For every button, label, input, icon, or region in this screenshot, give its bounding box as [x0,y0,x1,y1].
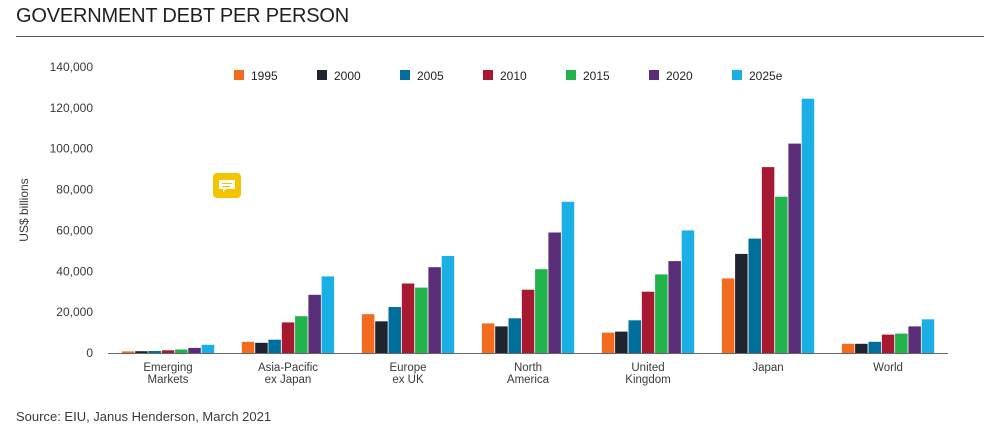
bar-2010 [281,322,295,353]
bar-2005 [148,351,161,353]
y-tick-label: 40,000 [56,264,93,278]
y-tick-label: 120,000 [50,101,94,115]
y-tick-label: 0 [86,346,93,360]
y-axis: 0 20,000 40,000 60,000 80,000 100,000 120,000 1… [50,60,94,360]
bar-2010 [641,291,655,353]
bar-2015 [415,287,428,353]
title-divider [16,36,984,37]
legend: 1995 2000 2005 2010 2015 2020 2025e [234,69,783,83]
bar-2020 [788,143,801,353]
legend-swatch-2000 [317,70,327,80]
bar-2020 [548,232,561,353]
x-category-label: ex Japan [265,374,312,386]
y-tick-label: 140,000 [50,60,94,74]
bar-1995 [601,332,615,353]
page-title: GOVERNMENT DEBT PER PERSON [16,5,350,27]
x-category-label: America [507,374,550,386]
legend-label: 2015 [583,69,610,83]
y-tick-label: 60,000 [56,223,93,237]
x-category-label: United [631,362,664,374]
bar-2020 [188,347,201,353]
bar-2000 [375,321,388,353]
bar-2015 [895,333,908,353]
bar-2010 [881,334,895,353]
legend-label: 2005 [417,69,444,83]
bar-2025e [921,319,935,353]
y-tick-label: 80,000 [56,183,93,197]
legend-swatch-2025e [732,70,742,80]
bar-2005 [748,238,761,353]
legend-label: 2025e [749,69,783,83]
bar-2020 [668,261,681,353]
legend-swatch-2010 [483,70,493,80]
bar-2020 [908,326,921,353]
bar-2015 [655,274,668,353]
bar-2025e [441,256,455,353]
bar-2020 [428,267,441,353]
bar-1995 [361,314,375,353]
legend-label: 1995 [251,69,278,83]
source-note: Source: EIU, Janus Henderson, March 2021 [16,409,272,424]
bar-2025e [801,98,815,353]
bar-2005 [388,307,401,353]
bars [121,98,935,353]
x-category-label: World [873,362,903,374]
bar-2025e [201,344,215,353]
bar-2010 [161,350,175,353]
x-category-label: Markets [148,374,189,386]
legend-label: 2020 [666,69,693,83]
bar-1995 [721,278,735,353]
bar-2000 [495,326,508,353]
bar-2010 [761,167,775,353]
bar-2005 [868,341,881,353]
bar-2005 [628,320,641,353]
y-axis-label: US$ billions [17,178,31,241]
y-tick-label: 100,000 [50,142,94,156]
bar-2025e [321,276,335,353]
y-tick-label: 20,000 [56,305,93,319]
bar-2005 [508,318,521,353]
bar-2015 [295,316,308,353]
bar-2025e [561,201,575,353]
bar-2025e [681,230,695,353]
bar-2000 [855,343,868,353]
bar-2015 [175,349,188,353]
bar-1995 [841,343,855,353]
speech-bubble-icon[interactable] [213,173,241,198]
bar-1995 [121,351,135,353]
bar-2005 [268,339,281,353]
bar-1995 [241,341,255,353]
legend-label: 2010 [500,69,527,83]
bar-2000 [135,351,148,353]
legend-label: 2000 [334,69,361,83]
x-category-label: Japan [752,362,783,374]
x-category-label: North [514,362,542,374]
bar-1995 [481,323,495,353]
legend-swatch-2020 [649,70,659,80]
bar-2015 [535,269,548,353]
x-category-label: Europe [389,362,426,374]
bar-2000 [735,253,748,353]
x-category-label: Asia-Pacific [258,362,318,374]
legend-swatch-1995 [234,70,244,80]
bar-2010 [521,289,535,353]
x-category-label: Kingdom [625,374,670,386]
legend-swatch-2015 [566,70,576,80]
bar-2000 [255,342,268,353]
bar-2015 [775,196,788,353]
legend-swatch-2005 [400,70,410,80]
bar-2010 [401,283,415,353]
bar-2000 [615,331,628,353]
x-category-label: Emerging [143,362,192,374]
bar-2020 [308,294,321,353]
x-category-label: ex UK [392,374,424,386]
